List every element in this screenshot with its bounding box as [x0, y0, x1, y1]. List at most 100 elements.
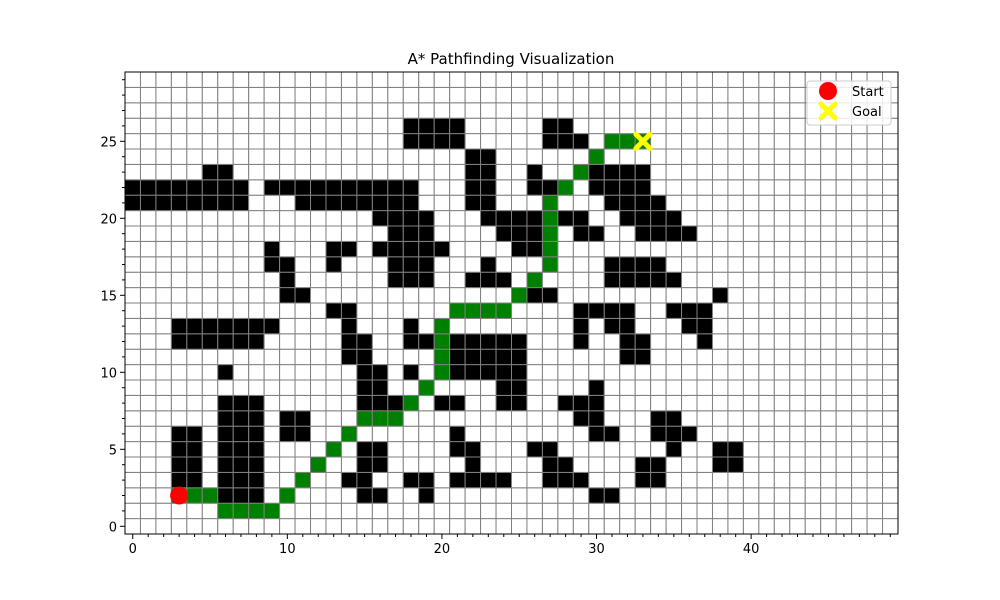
free-cell [402, 302, 420, 319]
free-cell [835, 502, 853, 520]
free-cell [433, 425, 451, 443]
free-cell [696, 348, 713, 366]
free-cell [124, 225, 141, 242]
free-cell [124, 117, 141, 135]
path-cell [480, 302, 497, 319]
free-cell [387, 471, 404, 489]
obstacle-cell [541, 179, 559, 196]
free-cell [340, 456, 358, 473]
obstacle-cell [696, 302, 713, 319]
obstacle-cell [402, 210, 420, 227]
free-cell [866, 256, 884, 273]
free-cell [279, 471, 296, 489]
free-cell [851, 287, 868, 304]
free-cell [139, 441, 157, 458]
path-cell [619, 133, 636, 150]
free-cell [279, 348, 296, 366]
obstacle-cell [232, 317, 250, 335]
free-cell [634, 487, 652, 504]
plot-area [124, 71, 899, 535]
free-cell [541, 102, 559, 119]
free-cell [340, 287, 358, 304]
free-cell [804, 441, 822, 458]
free-cell [511, 456, 528, 473]
obstacle-cell [371, 441, 389, 458]
obstacle-cell [279, 271, 296, 289]
free-cell [711, 302, 729, 319]
free-cell [511, 194, 528, 212]
free-cell [588, 133, 605, 150]
free-cell [665, 364, 683, 381]
free-cell [433, 210, 451, 227]
free-cell [619, 71, 636, 88]
free-cell [217, 240, 234, 258]
free-cell [155, 71, 172, 88]
free-cell [356, 287, 373, 304]
free-cell [634, 117, 652, 135]
free-cell [294, 317, 312, 335]
free-cell [681, 133, 698, 150]
free-cell [433, 148, 451, 165]
free-cell [773, 333, 791, 350]
free-cell [294, 518, 312, 535]
free-cell [248, 163, 265, 181]
obstacle-cell [263, 179, 281, 196]
free-cell [588, 194, 605, 212]
free-cell [681, 256, 698, 273]
free-cell [541, 333, 559, 350]
free-cell [263, 410, 281, 427]
obstacle-cell [665, 271, 683, 289]
obstacle-cell [248, 394, 265, 412]
free-cell [139, 471, 157, 489]
free-cell [851, 425, 868, 443]
obstacle-cell [588, 379, 605, 396]
obstacle-cell [170, 441, 188, 458]
free-cell [186, 287, 203, 304]
free-cell [572, 287, 590, 304]
free-cell [557, 317, 574, 335]
free-cell [572, 271, 590, 289]
free-cell [511, 471, 528, 489]
free-cell [727, 163, 744, 181]
free-cell [882, 364, 899, 381]
free-cell [387, 317, 404, 335]
free-cell [619, 287, 636, 304]
free-cell [773, 225, 791, 242]
free-cell [464, 133, 482, 150]
free-cell [371, 163, 389, 181]
free-cell [356, 425, 373, 443]
obstacle-cell [588, 225, 605, 242]
free-cell [139, 225, 157, 242]
free-cell [835, 256, 853, 273]
obstacle-cell [387, 179, 404, 196]
free-cell [170, 302, 188, 319]
free-cell [186, 271, 203, 289]
free-cell [186, 71, 203, 88]
free-cell [371, 117, 389, 135]
free-cell [124, 518, 141, 535]
free-cell [124, 441, 141, 458]
free-cell [742, 441, 760, 458]
free-cell [449, 194, 466, 212]
free-cell [464, 410, 482, 427]
free-cell [433, 225, 451, 242]
free-cell [882, 410, 899, 427]
obstacle-cell [711, 456, 729, 473]
free-cell [201, 102, 219, 119]
free-cell [310, 133, 327, 150]
free-cell [310, 487, 327, 504]
free-cell [325, 333, 342, 350]
free-cell [310, 302, 327, 319]
obstacle-cell [279, 425, 296, 443]
free-cell [681, 194, 698, 212]
free-cell [170, 210, 188, 227]
obstacle-cell [495, 394, 513, 412]
free-cell [217, 287, 234, 304]
free-cell [232, 256, 250, 273]
free-cell [263, 86, 281, 104]
free-cell [263, 425, 281, 443]
obstacle-cell [619, 333, 636, 350]
free-cell [835, 348, 853, 366]
path-cell [325, 441, 342, 458]
obstacle-cell [186, 441, 203, 458]
